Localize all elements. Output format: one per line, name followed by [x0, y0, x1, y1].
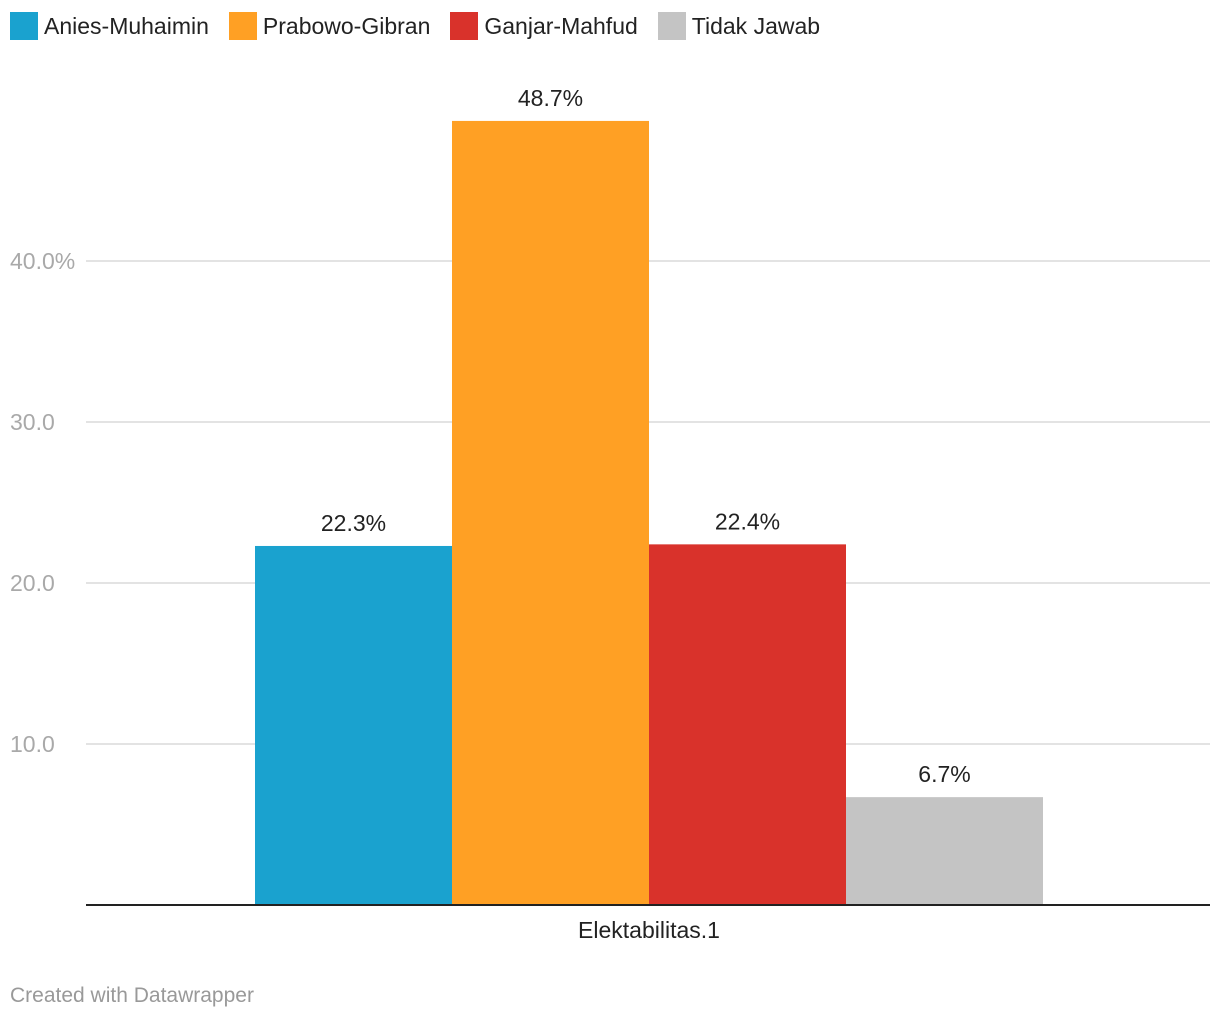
legend-item: Prabowo-Gibran — [228, 12, 431, 40]
footer-credit: Created with Datawrapper — [10, 984, 254, 1007]
legend-swatch — [450, 12, 479, 40]
data-label: 22.4% — [715, 508, 780, 534]
legend-swatch — [228, 12, 257, 40]
bar — [255, 545, 452, 905]
legend-item: Anies-Muhaimin — [10, 12, 209, 40]
legend-swatch — [10, 12, 38, 40]
legend-label: Tidak Jawab — [691, 12, 821, 39]
legend-label: Ganjar-Mahfud — [484, 12, 638, 39]
legend-item: Ganjar-Mahfud — [450, 12, 638, 40]
bar — [649, 544, 846, 905]
data-label: 48.7% — [518, 85, 583, 111]
bar — [452, 120, 649, 906]
bar — [846, 797, 1043, 905]
legend-item: Tidak Jawab — [657, 12, 821, 40]
data-label: 22.3% — [321, 510, 386, 536]
y-tick-label: 40.0% — [10, 248, 75, 274]
data-label: 6.7% — [918, 761, 970, 787]
x-category-label: Elektabilitas.1 — [578, 917, 720, 943]
chart-legend: Anies-Muhaimin Prabowo-Gibran Ganjar-Mahfu… — [10, 10, 840, 42]
legend-swatch — [657, 12, 686, 40]
legend-label: Anies-Muhaimin — [44, 12, 209, 39]
y-tick-label: 20.0 — [10, 570, 55, 596]
y-tick-label: 30.0 — [10, 409, 55, 435]
legend-label: Prabowo-Gibran — [262, 12, 431, 39]
y-tick-label: 10.0 — [10, 731, 55, 757]
